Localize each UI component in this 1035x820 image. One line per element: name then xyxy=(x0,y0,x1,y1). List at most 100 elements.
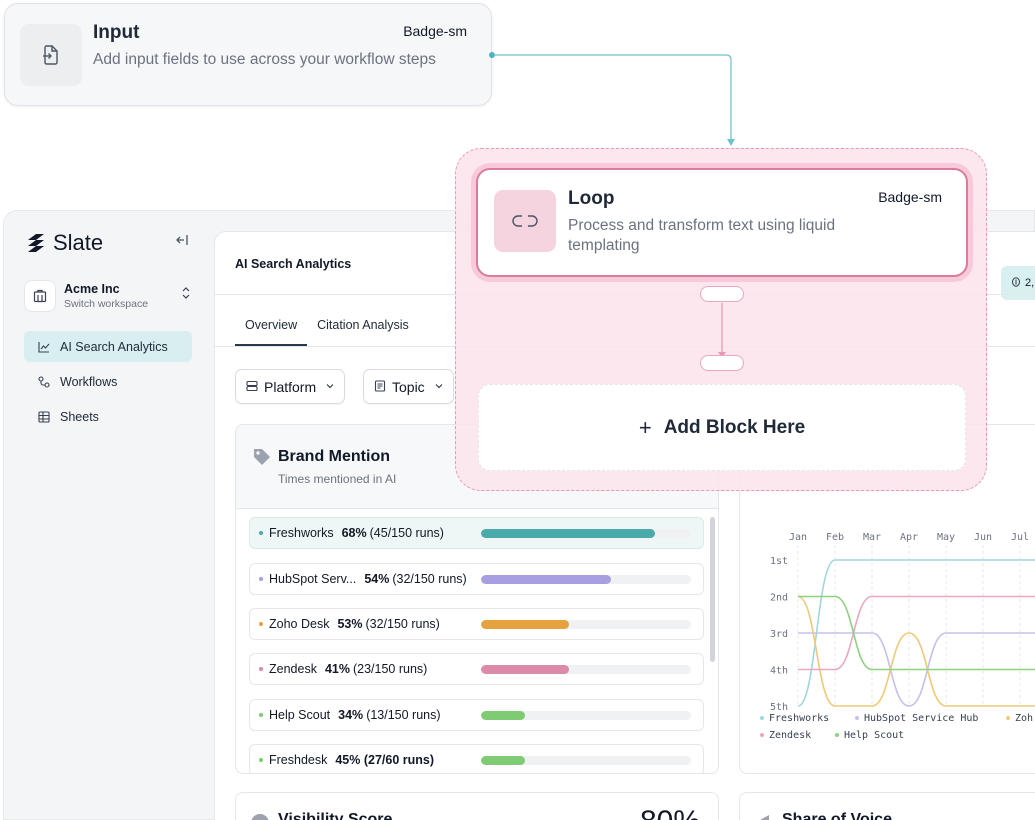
credits-value: 2, xyxy=(1025,277,1035,289)
brand-pct: 34% xyxy=(338,708,364,722)
series-dot xyxy=(259,622,263,626)
legend-label: Zoh xyxy=(1015,713,1033,724)
brand-mention-row[interactable]: HubSpot Serv... 54% (32/150 runs) xyxy=(249,563,704,595)
series-dot xyxy=(259,758,263,762)
input-node[interactable]: Input Badge-sm Add input fields to use a… xyxy=(4,3,495,106)
brand-pct: 68% xyxy=(341,526,367,540)
collapse-sidebar-icon[interactable] xyxy=(175,233,189,249)
mention-bar-track xyxy=(481,756,691,765)
legend-dot xyxy=(760,733,764,737)
loop-node[interactable]: Loop Badge-sm Process and transform text… xyxy=(476,168,968,277)
brand-mention-row[interactable]: Zendesk 41% (23/150 runs) xyxy=(249,653,704,685)
input-icon xyxy=(20,24,82,86)
visibility-score-value: 80% xyxy=(640,805,700,820)
platform-filter[interactable]: Platform xyxy=(235,369,346,404)
loop-node-description: Process and transform text using liquid … xyxy=(568,217,836,254)
x-tick-label: Jun xyxy=(974,532,992,543)
chevron-down-icon xyxy=(326,381,334,392)
visibility-score-title: Visibility Score xyxy=(278,811,393,820)
brand-mention-header: Brand Mention Times mentioned in AI xyxy=(236,425,718,509)
brand-mention-row[interactable]: Freshworks 68% (45/150 runs) xyxy=(249,517,704,549)
table-icon xyxy=(38,410,52,423)
loop-input-handle[interactable] xyxy=(700,355,744,371)
slate-logo-icon xyxy=(28,234,44,252)
topic-filter-label: Topic xyxy=(392,378,425,395)
y-tick-label: 4th xyxy=(770,666,788,677)
brand-runs: (32/150 runs) xyxy=(392,572,467,586)
series-line xyxy=(797,595,1035,707)
add-block-button[interactable]: + Add Block Here xyxy=(478,384,966,471)
topic-filter[interactable]: Topic xyxy=(363,369,454,404)
sidebar-item-label: Sheets xyxy=(60,409,99,424)
y-tick-label: 2nd xyxy=(770,593,788,604)
brand-pct: 41% xyxy=(324,662,350,676)
mention-bar-fill xyxy=(481,756,526,765)
loop-group[interactable]: Loop Badge-sm Process and transform text… xyxy=(455,148,987,491)
legend-label: Zendesk xyxy=(769,730,811,741)
input-node-output-handle[interactable] xyxy=(489,52,495,58)
sidebar-item-sheets[interactable]: Sheets xyxy=(24,401,192,432)
brand-name: Freshdesk xyxy=(269,753,328,767)
building-icon xyxy=(24,280,56,312)
sidebar-item-ai-search-analytics[interactable]: AI Search Analytics xyxy=(24,331,192,362)
brand-mention-row[interactable]: Freshdesk 45% (27/60 runs) xyxy=(249,744,704,773)
brand-mention-list: Freshworks 68% (45/150 runs) HubSpot Serv..… xyxy=(236,509,718,773)
mention-bar-fill xyxy=(481,575,612,584)
x-tick-label: Feb xyxy=(826,532,844,543)
brand-mention-title: Brand Mention xyxy=(278,448,390,465)
y-tick-label: 5th xyxy=(770,702,788,713)
x-tick-label: Mar xyxy=(863,532,881,543)
megaphone-icon xyxy=(754,813,774,820)
brand-name: Freshworks xyxy=(269,526,334,540)
tab-bar: Overview Citation Analysis xyxy=(235,318,419,346)
series-line xyxy=(797,559,1035,707)
brand-mention-row[interactable]: Help Scout 34% (13/150 runs) xyxy=(249,699,704,731)
y-tick-label: 3rd xyxy=(770,629,788,640)
legend-dot xyxy=(1006,716,1010,720)
brand-runs: (45/150 runs) xyxy=(369,526,444,540)
series-line xyxy=(797,632,1035,707)
tab-citation-analysis[interactable]: Citation Analysis xyxy=(317,318,409,332)
brand-name: HubSpot Serv... xyxy=(269,572,357,586)
coin-icon xyxy=(1011,276,1021,290)
mention-bar-fill xyxy=(481,711,526,720)
legend-label: Freshworks xyxy=(769,713,829,724)
mention-bar-track xyxy=(481,575,691,584)
plus-icon: + xyxy=(638,414,652,440)
tab-overview[interactable]: Overview xyxy=(235,318,308,346)
rank-line-chart: Jan Feb Mar Apr May Jun Jul 1st 2nd 3rd 4th 5thFres… xyxy=(760,532,1035,741)
series-dot xyxy=(259,667,263,671)
page-title: AI Search Analytics xyxy=(235,257,352,271)
loop-node-title: Loop xyxy=(568,188,615,209)
brand-runs: (32/150 runs) xyxy=(365,617,440,631)
input-node-badge: Badge-sm xyxy=(403,23,467,39)
workflow-icon xyxy=(38,375,52,388)
workspace-switcher[interactable]: Acme Inc Switch workspace xyxy=(24,273,196,319)
series-dot xyxy=(259,713,263,717)
loop-link-icon xyxy=(494,190,556,252)
loop-output-handle[interactable] xyxy=(700,286,744,302)
series-line xyxy=(798,595,1035,671)
input-node-description: Add input fields to use across your work… xyxy=(93,51,436,68)
server-icon xyxy=(246,379,258,395)
brand-name: Slate xyxy=(53,230,104,255)
brand-runs: (13/150 runs) xyxy=(366,708,441,722)
add-block-label: Add Block Here xyxy=(663,416,806,438)
x-tick-label: Jul xyxy=(1011,532,1029,543)
mention-bar-track xyxy=(481,620,691,629)
loop-node-badge: Badge-sm xyxy=(878,189,942,205)
brand-pct: 53% xyxy=(337,617,363,631)
brand-runs: (23/150 runs) xyxy=(352,662,428,676)
brand-pct: 54% xyxy=(364,572,390,586)
workspace-subtitle: Switch workspace xyxy=(64,298,149,310)
loop-inner-connector xyxy=(718,303,726,358)
brand-name: Zoho Desk xyxy=(269,617,330,631)
x-tick-label: May xyxy=(937,532,955,543)
legend-label: HubSpot Service Hub xyxy=(864,713,978,724)
scrollbar[interactable] xyxy=(710,517,715,662)
input-loop-connector xyxy=(494,54,735,146)
brand-mention-row[interactable]: Zoho Desk 53% (32/150 runs) xyxy=(249,608,704,640)
mention-bar-fill xyxy=(481,529,656,538)
sidebar-item-workflows[interactable]: Workflows xyxy=(24,366,192,397)
legend-dot xyxy=(855,716,859,720)
